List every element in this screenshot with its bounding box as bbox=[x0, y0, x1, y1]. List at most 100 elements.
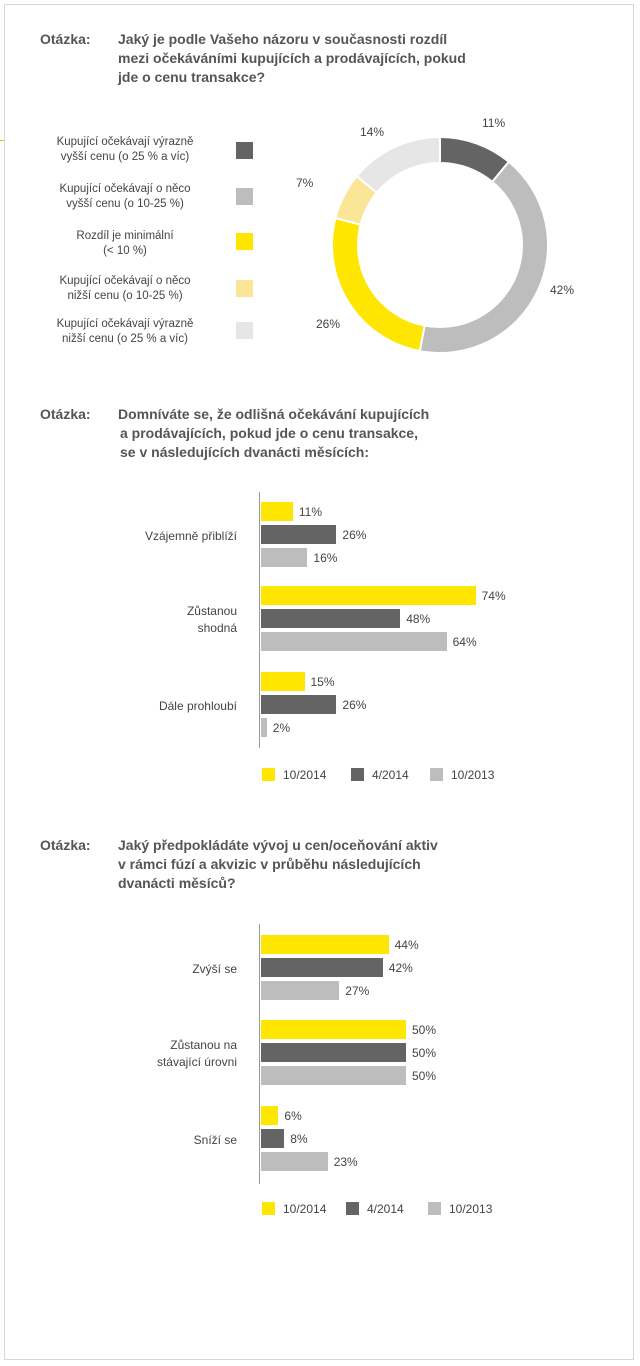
question-3-line-1: Jaký předpokládáte vývoj u cen/oceňování… bbox=[118, 837, 438, 853]
legend-label-3: 10/2013 bbox=[451, 768, 495, 782]
bar-value-label: 50% bbox=[412, 1046, 437, 1060]
pie-legend-label-4-line-1: Kupující očekávají o něco bbox=[59, 275, 191, 287]
pie-value-label-5: 14% bbox=[360, 125, 385, 139]
category-label-1-line-1: Vzájemně přiblíží bbox=[144, 528, 237, 543]
legend-swatch-3 bbox=[430, 768, 443, 781]
donut-slice-3 bbox=[331, 216, 426, 353]
question-3-prefix: Otázka: bbox=[40, 837, 91, 853]
bar-value-label: 27% bbox=[345, 984, 370, 998]
bar-value-label: 8% bbox=[290, 1132, 308, 1146]
bar-10-2013-3 bbox=[261, 718, 267, 737]
bar-10-2014-2 bbox=[261, 586, 476, 605]
category-label-2: Zůstanou shodná bbox=[97, 603, 237, 637]
bar-value-label: 64% bbox=[452, 635, 477, 649]
question-1-line-3: jde o cenu transakce? bbox=[118, 69, 266, 85]
bar-10-2014-2 bbox=[261, 1020, 406, 1039]
legend-label-1: 10/2014 bbox=[283, 768, 327, 782]
question-1-line-1: Jaký je podle Vašeho názoru v současnost… bbox=[118, 31, 448, 47]
bar-value-label: 6% bbox=[284, 1109, 302, 1123]
bar-value-label: 11% bbox=[298, 505, 323, 519]
legend-swatch-3 bbox=[428, 1202, 441, 1215]
bar-10-2013-2 bbox=[261, 1066, 406, 1085]
category-label-2-line-2: stávající úrovni bbox=[156, 1055, 237, 1069]
legend-swatch-2 bbox=[346, 1202, 359, 1215]
question-2-line-1: Domníváte se, že odlišná očekávání kupuj… bbox=[118, 406, 430, 422]
bar-value-label: 26% bbox=[342, 528, 367, 542]
bar-4-2014-3 bbox=[261, 695, 337, 714]
category-label-2-line-1: Zůstanou bbox=[186, 604, 237, 618]
category-label-1-line-1: Zvýší se bbox=[192, 961, 237, 976]
infographic-frame bbox=[4, 4, 634, 1360]
category-label-3-line-1: Dále prohloubí bbox=[158, 698, 237, 713]
question-2-line-2: a prodávajících, pokud jde o cenu transa… bbox=[120, 425, 418, 441]
bar-4-2014-1 bbox=[261, 525, 337, 544]
bar-value-label: 44% bbox=[394, 938, 419, 952]
edge-tick bbox=[0, 140, 4, 141]
bar-4-2014-3 bbox=[261, 1129, 285, 1148]
bar-value-label: 74% bbox=[481, 589, 506, 603]
bar-10-2014-3 bbox=[261, 672, 305, 691]
pie-value-label-1: 11% bbox=[482, 116, 506, 130]
legend-item-3: 10/2013 bbox=[430, 768, 494, 782]
bar-value-label: 50% bbox=[412, 1023, 437, 1037]
bar-value-label: 26% bbox=[342, 698, 367, 712]
bar-4-2014-2 bbox=[261, 609, 401, 628]
value-axis bbox=[259, 924, 260, 1184]
bar-10-2013-2 bbox=[261, 632, 447, 651]
legend-swatch-2 bbox=[351, 768, 364, 781]
pie-legend-label-1: Kupující očekávají výrazně vyšší cenu (o… bbox=[30, 135, 220, 165]
pie-legend-label-5: Kupující očekávají výrazně nižší cenu (o… bbox=[30, 317, 220, 347]
pie-legend-label-3-line-2: (< 10 %) bbox=[103, 245, 147, 257]
pie-legend-label-4-line-2: nižší cenu (o 10-25 %) bbox=[67, 290, 183, 302]
bar-value-label: 15% bbox=[310, 675, 335, 689]
category-label-2: Zůstanou na stávající úrovni bbox=[97, 1037, 237, 1071]
pie-legend-label-3: Rozdíl je minimální (< 10 %) bbox=[30, 229, 220, 259]
bar-4-2014-2 bbox=[261, 1043, 406, 1062]
bar-10-2013-1 bbox=[261, 548, 308, 567]
pie-legend-label-5-line-1: Kupující očekávají výrazně bbox=[56, 318, 194, 330]
pie-legend-label-5-line-2: nižší cenu (o 25 % a víc) bbox=[62, 333, 188, 345]
pie-legend-label-4: Kupující očekávají o něco nižší cenu (o … bbox=[30, 274, 220, 304]
legend-item-2: 4/2014 bbox=[351, 768, 409, 782]
pie-legend-label-2: Kupující očekávají o něco vyšší cenu (o … bbox=[30, 182, 220, 212]
pie-legend-label-2-line-2: vyšší cenu (o 10-25 %) bbox=[66, 198, 184, 210]
question-2-prefix: Otázka: bbox=[40, 406, 91, 422]
pie-legend-label-1-line-1: Kupující očekávají výrazně bbox=[56, 136, 194, 148]
pie-value-label-4: 7% bbox=[296, 176, 314, 190]
category-label-2-line-2: shodná bbox=[197, 621, 237, 635]
bar-10-2013-3 bbox=[261, 1152, 328, 1171]
category-label-1: Zvýší se bbox=[97, 961, 237, 978]
question-3-line-2: v rámci fúzí a akvizic v průběhu následu… bbox=[118, 856, 421, 872]
category-label-3: Sníží se bbox=[97, 1132, 237, 1149]
pie-legend-label-2-line-1: Kupující očekávají o něco bbox=[59, 183, 191, 195]
question-1-line-2: mezi očekáváními kupujících a prodávajíc… bbox=[118, 50, 466, 66]
legend-swatch-1 bbox=[262, 768, 275, 781]
bar-value-label: 50% bbox=[412, 1069, 437, 1083]
legend-item-3: 10/2013 bbox=[428, 1202, 492, 1216]
pie-legend-label-1-line-2: vyšší cenu (o 25 % a víc) bbox=[60, 151, 190, 163]
pie-legend-swatch-4 bbox=[236, 280, 253, 297]
bar-value-label: 16% bbox=[313, 551, 338, 565]
category-label-3-line-1: Sníží se bbox=[193, 1132, 237, 1147]
bar-10-2013-1 bbox=[261, 981, 340, 1000]
bar-10-2014-1 bbox=[261, 502, 293, 521]
legend-label-2: 4/2014 bbox=[372, 768, 409, 782]
pie-value-label-3: 26% bbox=[316, 317, 341, 331]
legend-item-1: 10/2014 bbox=[262, 1202, 326, 1216]
question-3-line-3: dvanácti měsíců? bbox=[118, 875, 236, 891]
bar-4-2014-1 bbox=[261, 958, 383, 977]
question-1-prefix: Otázka: bbox=[40, 31, 91, 47]
pie-legend-swatch-3 bbox=[236, 233, 253, 250]
legend-swatch-1 bbox=[262, 1202, 275, 1215]
legend-label-3: 10/2013 bbox=[449, 1202, 493, 1216]
category-label-2-line-1: Zůstanou na bbox=[170, 1038, 237, 1052]
bar-value-label: 23% bbox=[333, 1155, 358, 1169]
donut-chart bbox=[331, 135, 549, 354]
pie-legend-swatch-5 bbox=[236, 322, 253, 339]
legend-label-2: 4/2014 bbox=[367, 1202, 404, 1216]
pie-legend-label-3-line-1: Rozdíl je minimální bbox=[76, 230, 174, 242]
pie-value-label-2: 42% bbox=[550, 283, 575, 297]
bar-value-label: 42% bbox=[388, 961, 413, 975]
bar-value-label: 2% bbox=[272, 721, 291, 735]
legend-item-1: 10/2014 bbox=[262, 768, 326, 782]
